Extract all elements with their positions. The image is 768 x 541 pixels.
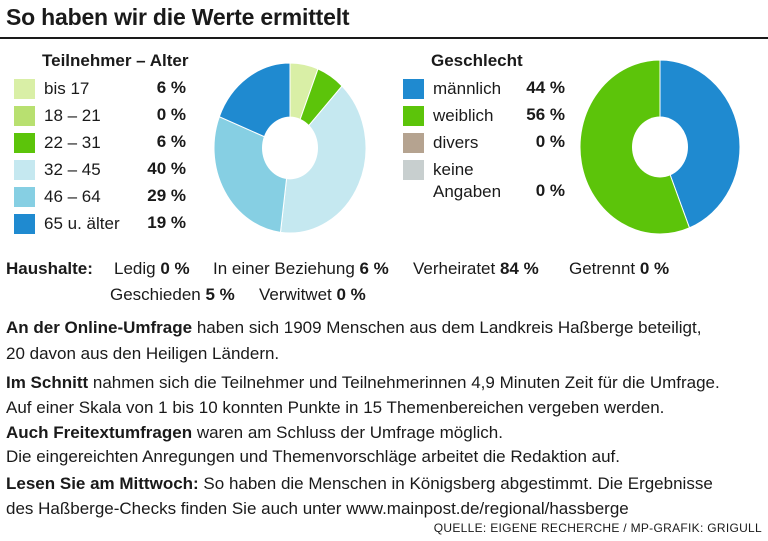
info-line-lead: Lesen Sie am Mittwoch: [6, 474, 199, 493]
age-legend-item: 22 – 31 6 % [14, 131, 194, 158]
haushalte-item: In einer Beziehung 6 % [213, 259, 389, 279]
source-credit: QUELLE: EIGENE RECHERCHE / MP-GRAFIK: GR… [433, 521, 762, 535]
haushalte-item-name: Verheiratet [413, 259, 500, 278]
haushalte-label: Haushalte: [6, 259, 93, 278]
haushalte-item: Ledig 0 % [114, 259, 190, 279]
haushalte-item-name: Getrennt [569, 259, 640, 278]
info-line: des Haßberge-Checks finden Sie auch unte… [6, 499, 629, 519]
gender-legend-swatch [403, 133, 424, 153]
age-donut-hole [262, 116, 318, 180]
gender-legend-label: weiblich [433, 106, 494, 125]
gender-legend-item: divers 0 % [403, 131, 573, 158]
age-chart-title: Teilnehmer – Alter [42, 51, 189, 70]
info-line-text: 20 davon aus den Heiligen Ländern. [6, 344, 280, 363]
age-legend-label: bis 17 [44, 79, 90, 98]
haushalte-item: Verheiratet 84 % [413, 259, 539, 279]
info-line-text: waren am Schluss der Umfrage möglich. [192, 423, 503, 442]
gender-pie-chart [579, 59, 741, 235]
age-legend-label: 18 – 21 [44, 106, 101, 125]
age-legend-swatch [14, 160, 35, 180]
gender-legend-item: weiblich 56 % [403, 104, 573, 131]
age-legend-item: 18 – 21 0 % [14, 104, 194, 131]
gender-legend-item: keine Angaben 0 % [403, 158, 573, 202]
gender-legend-value: 56 % [526, 105, 565, 124]
info-line-text: Die eingereichten Anregungen und Themenv… [6, 447, 620, 466]
age-legend-value: 19 % [147, 213, 186, 232]
age-legend-swatch [14, 106, 35, 126]
age-slice-32-45 [279, 85, 367, 234]
info-line: Im Schnitt nahmen sich die Teilnehmer un… [6, 373, 720, 393]
gender-slice-männlich [659, 59, 741, 229]
info-line-lead: An der Online-Umfrage [6, 318, 193, 337]
haushalte-item-name: In einer Beziehung [213, 259, 360, 278]
age-legend-value: 6 % [156, 132, 186, 151]
info-line: Lesen Sie am Mittwoch: So haben die Mens… [6, 474, 713, 494]
gender-legend: männlich 44 % weiblich 56 % divers 0 % keine An… [403, 77, 573, 202]
graphic-title: So haben wir die Werte ermittelt [6, 4, 350, 30]
age-legend-swatch [14, 79, 35, 99]
gender-legend-value: 0 % [535, 132, 565, 151]
info-line: 20 davon aus den Heiligen Ländern. [6, 344, 279, 364]
gender-chart-title: Geschlecht [431, 51, 523, 70]
info-line-text: So haben die Menschen in Königsberg abge… [198, 474, 713, 493]
gender-legend-label: männlich [433, 79, 502, 98]
info-line-lead: Im Schnitt [6, 373, 89, 392]
info-line-text: des Haßberge-Checks finden Sie auch unte… [6, 499, 629, 518]
age-legend-swatch [14, 187, 35, 207]
info-line: An der Online-Umfrage haben sich 1909 Me… [6, 318, 701, 338]
info-line-text: nahmen sich die Teilnehmer und Teilnehme… [88, 373, 720, 392]
age-pie-chart [213, 62, 367, 234]
age-legend: bis 17 6 % 18 – 21 0 % 22 – 31 6 % 32 – 45 40 %… [14, 77, 194, 239]
haushalte-item-value: 5 % [205, 285, 235, 304]
gender-legend-swatch [403, 160, 424, 180]
gender-legend-label: divers [433, 133, 479, 152]
gender-legend-label: keine Angaben [433, 160, 502, 201]
age-legend-value: 29 % [147, 186, 186, 205]
age-legend-value: 6 % [156, 78, 186, 97]
gender-legend-value: 0 % [535, 181, 565, 200]
info-line-text: Auf einer Skala von 1 bis 10 konnten Pun… [6, 398, 665, 417]
age-legend-swatch [14, 214, 35, 234]
haushalte-item-value: 6 % [359, 259, 389, 278]
haushalte-item-value: 84 % [499, 259, 539, 278]
haushalte-item-value: 0 % [639, 259, 670, 278]
info-line: Die eingereichten Anregungen und Themenv… [6, 447, 620, 467]
age-legend-value: 40 % [147, 159, 186, 178]
haushalte-item: Verwitwet 0 % [259, 285, 366, 305]
haushalte-item: Getrennt 0 % [569, 259, 669, 279]
gender-legend-swatch [403, 106, 424, 126]
info-line: Auf einer Skala von 1 bis 10 konnten Pun… [6, 398, 664, 418]
gender-legend-item: männlich 44 % [403, 77, 573, 104]
haushalte-item-name: Geschieden [110, 285, 206, 304]
age-legend-label: 22 – 31 [44, 133, 101, 152]
info-line: Auch Freitextumfragen waren am Schluss d… [6, 423, 503, 443]
haushalte-item-name: Ledig [114, 259, 161, 278]
info-line-lead: Auch Freitextumfragen [6, 423, 193, 442]
age-legend-item: 65 u. älter 19 % [14, 212, 194, 239]
gender-legend-swatch [403, 79, 424, 99]
age-legend-label: 46 – 64 [44, 187, 101, 206]
haushalte-item-value: 0 % [160, 259, 190, 278]
age-legend-item: 46 – 64 29 % [14, 185, 194, 212]
gender-donut-hole [632, 116, 688, 178]
haushalte-item: Geschieden 5 % [110, 285, 235, 305]
haushalte-item-value: 0 % [336, 285, 366, 304]
gender-legend-value: 44 % [526, 78, 565, 97]
age-legend-item: 32 – 45 40 % [14, 158, 194, 185]
age-legend-label: 65 u. älter [44, 214, 120, 233]
haushalte-item-name: Verwitwet [259, 285, 337, 304]
info-line-text: haben sich 1909 Menschen aus dem Landkre… [192, 318, 702, 337]
age-legend-item: bis 17 6 % [14, 77, 194, 104]
haushalte-section: Haushalte: [6, 259, 93, 279]
age-legend-label: 32 – 45 [44, 160, 101, 179]
age-legend-swatch [14, 133, 35, 153]
age-legend-value: 0 % [156, 105, 186, 124]
title-rule [0, 37, 768, 39]
